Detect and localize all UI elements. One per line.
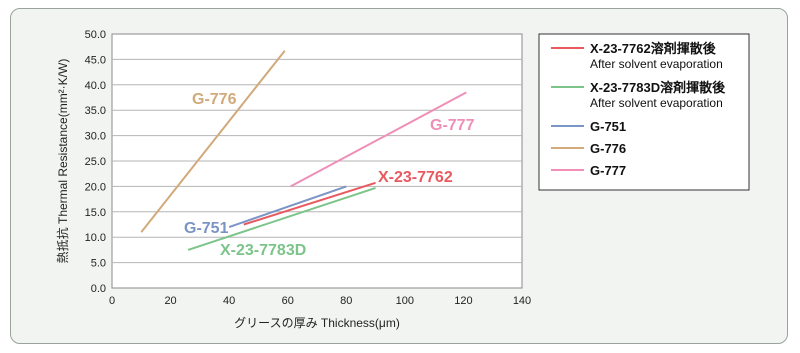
x-tick-label: 80 [340,295,352,307]
series-labels: X-23-7762 X-23-7783D G-751 G-776 G-777 [184,91,475,259]
series-label-g-776: G-776 [192,91,237,108]
x-tick-label: 120 [454,295,472,307]
series-line-x-23-7783d [187,186,376,251]
x-axis-ticks: 0 20 40 60 80 100 120 140 [109,295,531,307]
x-tick-label: 100 [396,295,414,307]
y-tick-label: 0.0 [91,283,106,295]
y-tick-label: 25.0 [85,156,106,168]
series-label-x-23-7783d: X-23-7783D [220,242,306,259]
legend-entry-sub: After solvent evaporation [590,57,723,71]
legend-entry: G-777 [590,163,626,178]
series-label-g-777: G-777 [430,117,475,134]
legend-entry: X-23-7762溶剤揮散後 [590,41,717,56]
legend-box [538,33,750,191]
series-label-g-751: G-751 [184,220,229,237]
y-tick-label: 40.0 [85,80,106,92]
gridlines [112,58,522,264]
x-tick-label: 60 [282,295,294,307]
y-tick-label: 5.0 [91,258,106,270]
series-label-x-23-7762: X-23-7762 [378,169,453,186]
series-lines [140,50,467,251]
y-tick-label: 10.0 [85,232,106,244]
legend-entry: G-776 [590,141,626,156]
y-tick-label: 45.0 [85,54,106,66]
y-axis-title: 熱抵抗 Thermal Resistance(mm²·K/W) [55,59,70,264]
y-axis-ticks: 0.0 5.0 10.0 15.0 20.0 25.0 30.0 35.0 40.0 45.0 50… [85,29,106,295]
series-line-x-23-7762 [243,181,376,226]
series-line-g-776 [140,50,286,233]
x-tick-label: 40 [223,295,235,307]
series-line-g-777 [290,91,467,188]
y-tick-label: 50.0 [85,29,106,41]
legend-entry-sub: After solvent evaporation [590,96,723,110]
y-tick-label: 30.0 [85,131,106,143]
x-axis-title: グリースの厚み Thickness(μm) [234,316,400,330]
x-tick-label: 0 [109,295,115,307]
y-tick-label: 20.0 [85,181,106,193]
y-tick-label: 15.0 [85,207,106,219]
series-line-g-751 [228,185,347,228]
x-tick-label: 140 [513,295,531,307]
x-tick-label: 20 [164,295,176,307]
legend-entry: X-23-7783D溶剤揮散後 [590,80,726,95]
legend-entry: G-751 [590,119,626,134]
y-tick-label: 35.0 [85,105,106,117]
